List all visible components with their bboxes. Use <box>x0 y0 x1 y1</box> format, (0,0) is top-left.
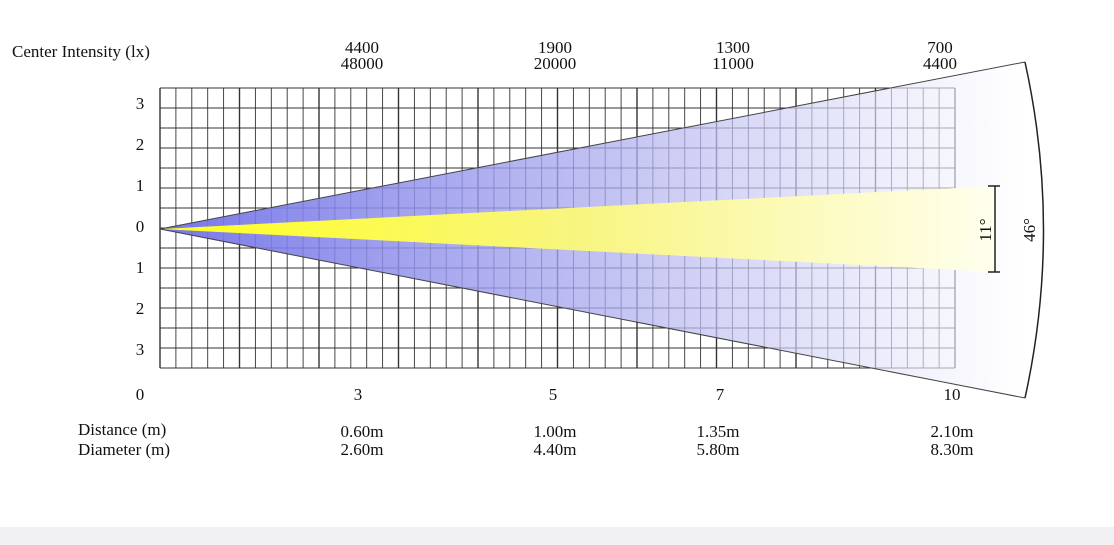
distance-value: 2.10m <box>931 422 974 441</box>
row-label: 0 <box>136 217 145 236</box>
distance-value: 1.00m <box>534 422 577 441</box>
intensity-high: 11000 <box>712 54 754 73</box>
distance-mark: 10 <box>944 385 961 404</box>
row-label: 1 <box>136 176 145 195</box>
distance-value: 0.60m <box>341 422 384 441</box>
distance-mark: 7 <box>716 385 725 404</box>
diameter-label: Diameter (m) <box>78 440 170 459</box>
intensity-high: 20000 <box>534 54 577 73</box>
intensity-low: 4400 <box>345 38 379 57</box>
diameter-value: 8.30m <box>931 440 974 459</box>
row-label: 3 <box>136 94 145 113</box>
center-beam <box>160 186 995 272</box>
intensity-high: 4400 <box>923 54 957 73</box>
row-label: 1 <box>136 258 145 277</box>
distance-mark: 0 <box>136 385 145 404</box>
intensity-low: 1900 <box>538 38 572 57</box>
diameter-value: 5.80m <box>697 440 740 459</box>
beam-angle: 11° <box>976 218 995 241</box>
diameter-value: 4.40m <box>534 440 577 459</box>
diameter-value: 2.60m <box>341 440 384 459</box>
distance-mark: 3 <box>354 385 363 404</box>
distance-label: Distance (m) <box>78 420 166 439</box>
row-label: 2 <box>136 299 145 318</box>
labels: 4400480001900200001300110007004400321012… <box>136 38 974 459</box>
intensity-low: 1300 <box>716 38 750 57</box>
title: Center Intensity (lx) <box>12 42 150 61</box>
intensity-low: 700 <box>927 38 953 57</box>
beam-edge <box>159 61 1026 230</box>
distance-mark: 5 <box>549 385 558 404</box>
bottom-bar <box>0 527 1114 545</box>
row-label: 3 <box>136 340 145 359</box>
distance-value: 1.35m <box>697 422 740 441</box>
field-arc <box>1024 61 1045 399</box>
beam-edge <box>159 228 1026 399</box>
field-angle: 46° <box>1020 218 1039 242</box>
row-label: 2 <box>136 135 145 154</box>
intensity-high: 48000 <box>341 54 384 73</box>
